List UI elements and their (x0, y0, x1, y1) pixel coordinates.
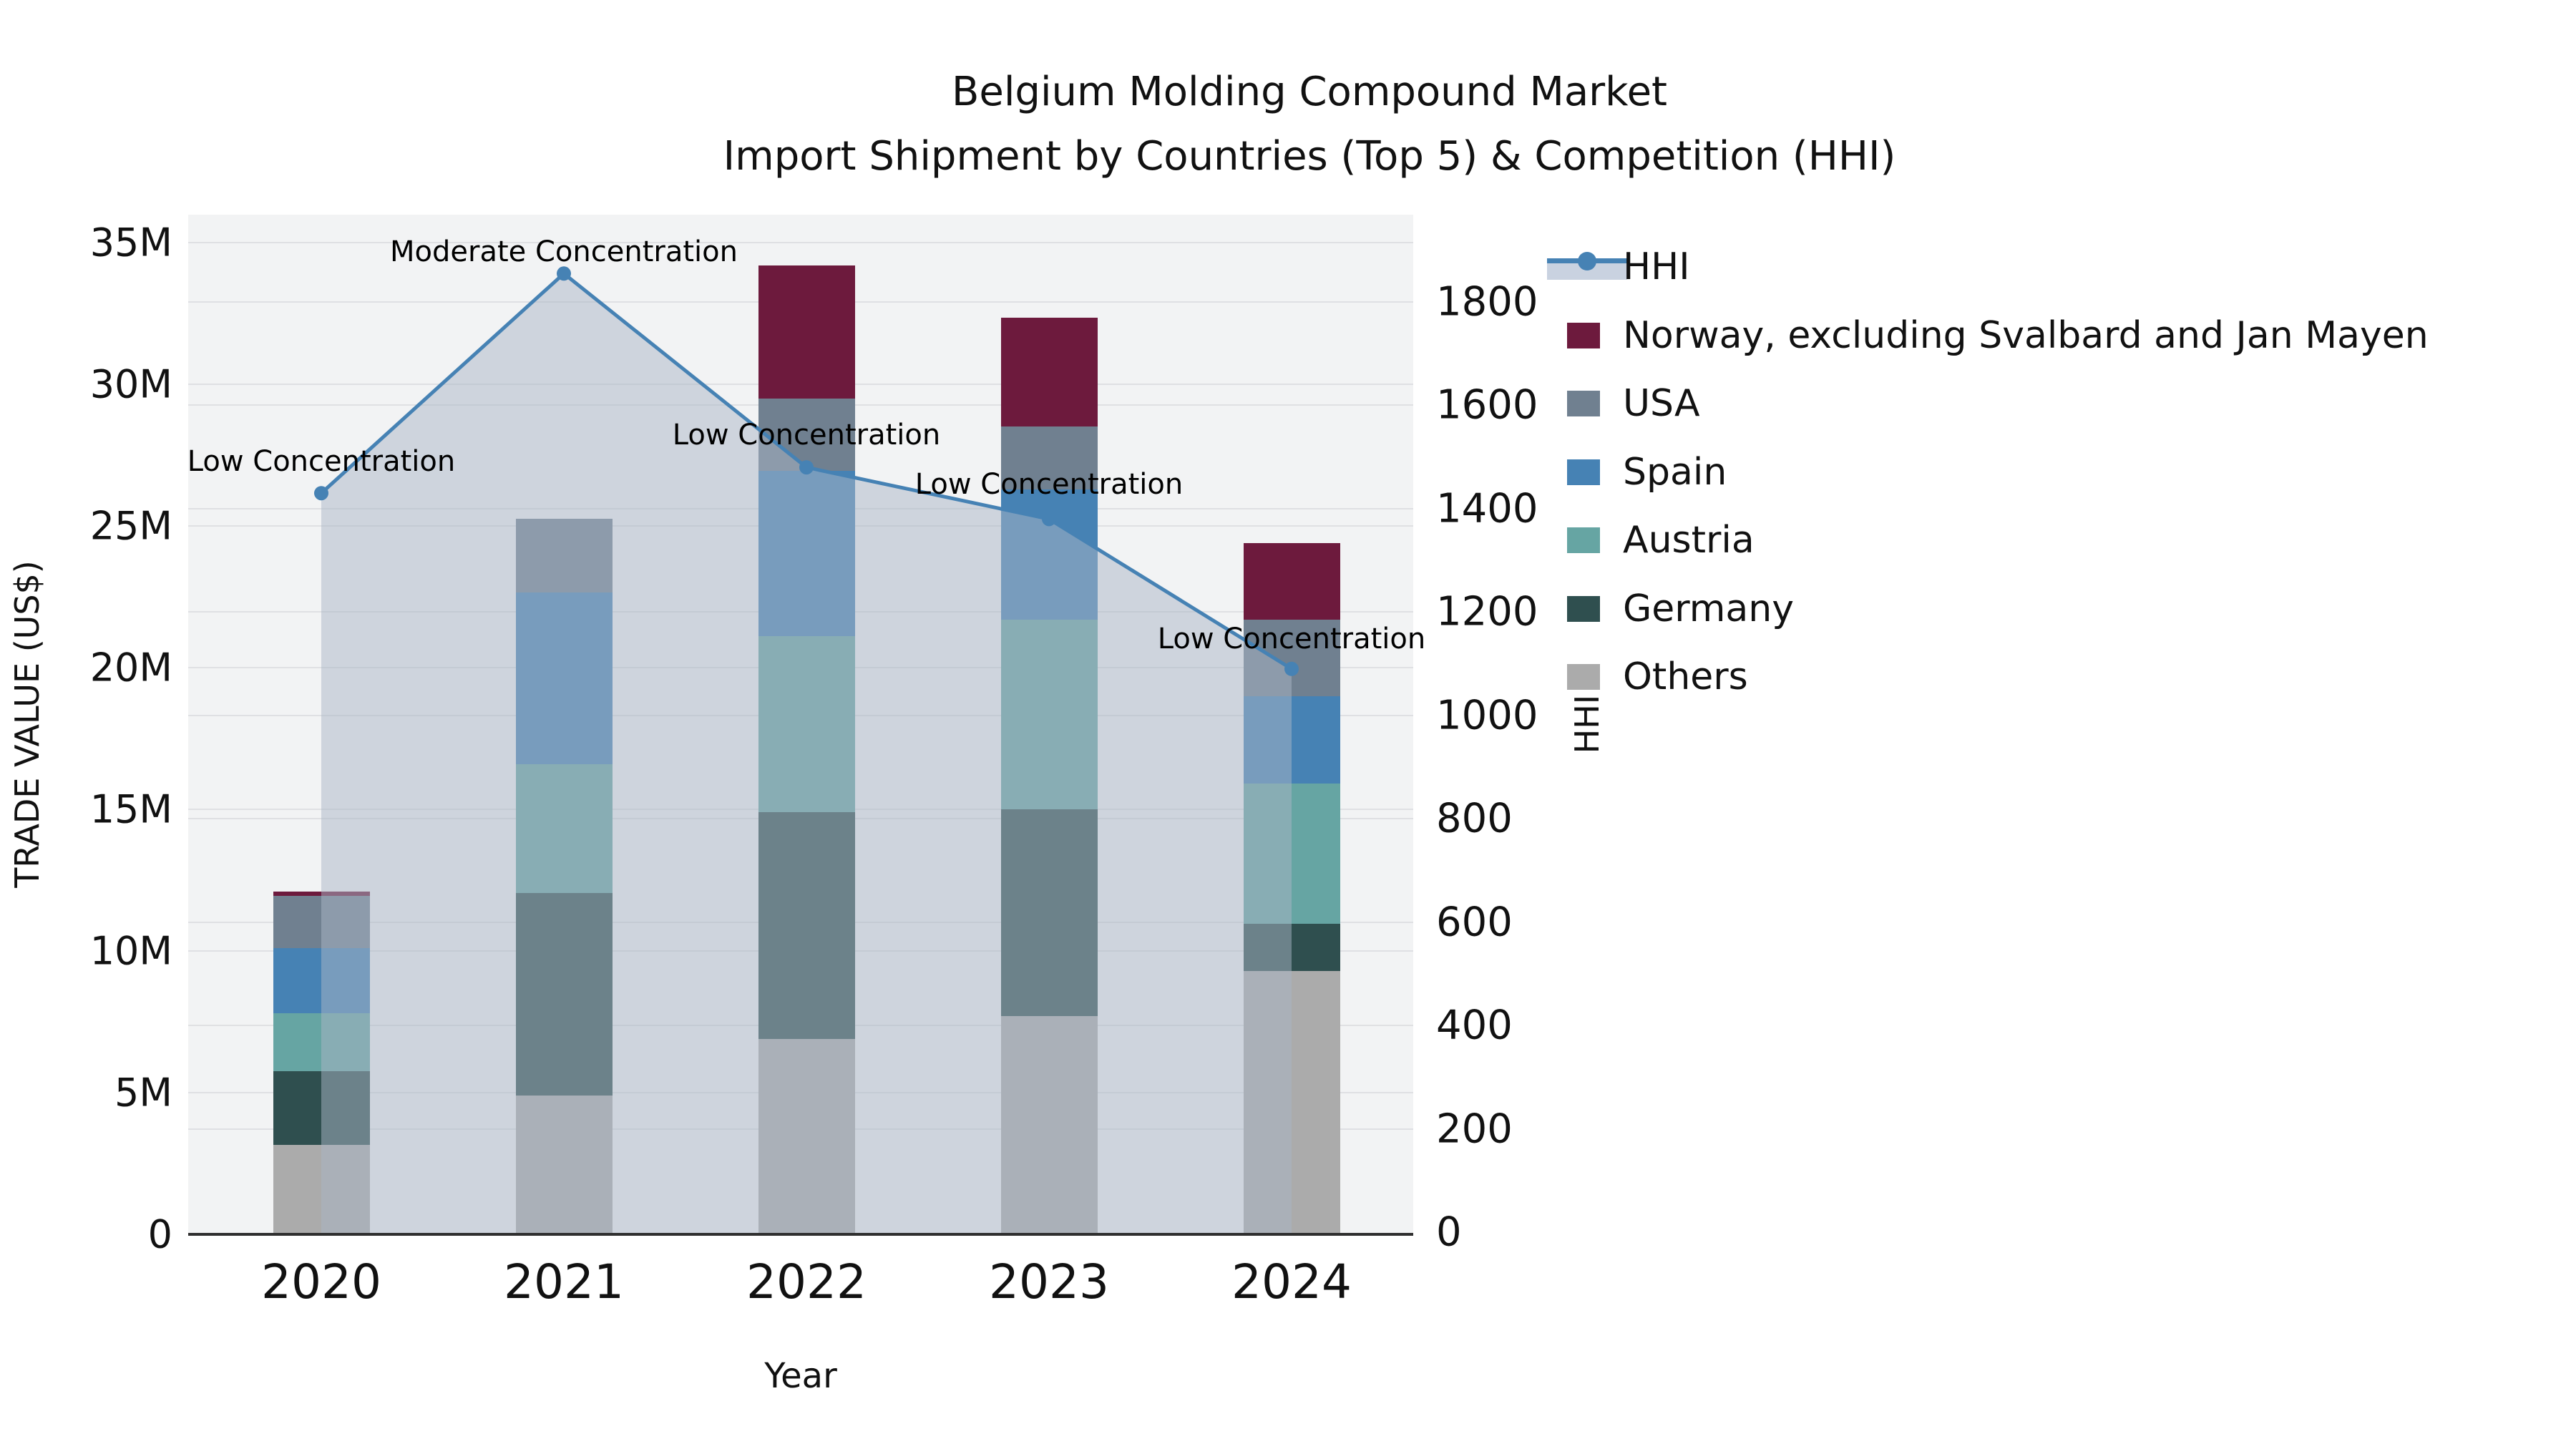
x-axis-title: Year (764, 1356, 837, 1396)
y-right-tick-label: 200 (1436, 1106, 1513, 1153)
gridline-trade-value (188, 242, 1413, 243)
bar-segment-usa-2023 (1000, 426, 1098, 489)
legend-swatch-austria (1567, 527, 1600, 553)
annotation-2020: Low Concentration (187, 445, 456, 479)
y-left-tick-label: 25M (89, 503, 172, 549)
y-axis-right-title: HHI (1568, 694, 1606, 754)
bar-segment-norway-2022 (758, 265, 855, 399)
legend-label-others: Others (1623, 655, 1748, 698)
hhi-marker-2024 (1284, 661, 1299, 676)
legend-swatch-usa (1567, 391, 1600, 416)
y-left-tick-label: 10M (89, 928, 172, 974)
y-right-tick-label: 1000 (1436, 692, 1538, 739)
chart-title-line1: Belgium Molding Compound Market (951, 69, 1668, 115)
legend-swatch-germany (1567, 595, 1600, 622)
legend-label-austria: Austria (1623, 519, 1755, 562)
legend-swatch-norway (1567, 322, 1600, 348)
legend-swatch-others (1567, 664, 1600, 690)
y-right-tick-label: 0 (1436, 1209, 1462, 1256)
hhi-marker-2023 (1042, 512, 1056, 527)
y-left-tick-label: 0 (147, 1211, 172, 1257)
legend-label-usa: USA (1623, 382, 1700, 425)
y-left-tick-label: 30M (89, 361, 172, 407)
legend-label-spain: Spain (1623, 450, 1727, 494)
hhi-marker-2021 (557, 266, 571, 281)
y-right-tick-label: 1200 (1436, 588, 1538, 635)
bar-segment-norway-2023 (1000, 317, 1098, 427)
plot-area (188, 215, 1413, 1234)
y-right-tick-label: 800 (1436, 795, 1513, 842)
legend-label-germany: Germany (1623, 587, 1795, 630)
legend-swatch-spain (1567, 459, 1600, 485)
x-tick-label-2020: 2020 (261, 1254, 381, 1309)
annotation-2022: Low Concentration (672, 419, 941, 452)
y-axis-left-title: TRADE VALUE (US$) (8, 560, 47, 888)
x-tick-label-2022: 2022 (746, 1254, 867, 1309)
y-left-tick-label: 15M (89, 786, 172, 832)
x-axis-spine (188, 1233, 1413, 1236)
legend-label-norway: Norway, excluding Svalbard and Jan Mayen (1623, 313, 2429, 357)
y-right-tick-label: 1800 (1436, 278, 1538, 326)
legend-hhi-marker-icon (1578, 252, 1596, 270)
hhi-area-fill (321, 273, 1292, 1234)
annotation-2023: Low Concentration (914, 468, 1184, 502)
x-tick-label-2024: 2024 (1231, 1254, 1352, 1309)
y-left-tick-label: 5M (114, 1070, 172, 1116)
x-tick-label-2023: 2023 (989, 1254, 1109, 1309)
chart-title-line2: Import Shipment by Countries (Top 5) & C… (723, 133, 1896, 180)
y-right-tick-label: 400 (1436, 1002, 1513, 1049)
bar-segment-norway-2024 (1243, 542, 1340, 620)
legend-label-hhi: HHI (1623, 245, 1690, 288)
hhi-line-layer (314, 266, 1299, 1234)
annotation-2021: Moderate Concentration (390, 235, 738, 269)
y-right-tick-label: 1400 (1436, 485, 1538, 532)
hhi-marker-2022 (799, 460, 814, 475)
x-tick-label-2021: 2021 (504, 1254, 624, 1309)
hhi-marker-2020 (314, 486, 328, 501)
y-left-tick-label: 35M (89, 220, 172, 265)
y-left-tick-label: 20M (89, 645, 172, 691)
y-right-tick-label: 600 (1436, 899, 1513, 946)
annotation-2024: Low Concentration (1157, 622, 1426, 655)
y-right-tick-label: 1600 (1436, 381, 1538, 429)
